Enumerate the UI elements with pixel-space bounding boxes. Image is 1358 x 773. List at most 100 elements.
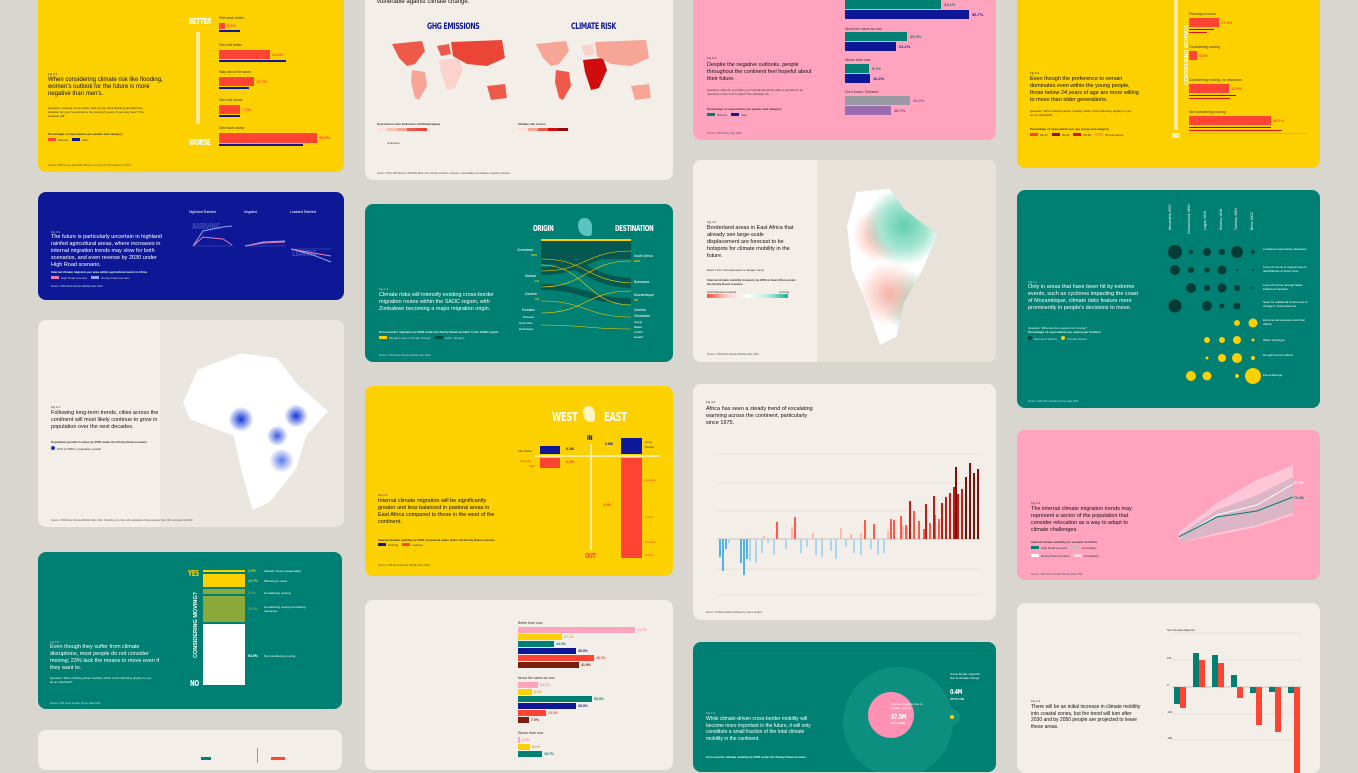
in-out-arrow xyxy=(590,444,592,550)
legend-title-ghg: Greenhouse Gas Emissions (tCO2eq/capita) xyxy=(377,122,440,126)
source-text: Source: IOM Africa Climate Mobility Atla… xyxy=(707,353,759,356)
card-hopeful-future[interactable]: Fig 6.3 Despite the negative outlooks, p… xyxy=(693,0,996,140)
sankey-flows xyxy=(541,241,631,330)
source-text: Source: IOM Cities Studies Survey data 2… xyxy=(50,702,101,705)
source-text: Source: IOM Survey data 2022. xyxy=(707,132,743,135)
card-title: The future is particularly uncertain in … xyxy=(51,234,162,268)
fig-number: Fig 3.2 xyxy=(707,220,717,224)
card-title: The internal climate migration trends ma… xyxy=(1031,506,1132,533)
stacked-bar xyxy=(203,570,245,685)
legend: Migrants due to climate change Other mig… xyxy=(379,336,465,340)
legend: Arriving Leaving xyxy=(378,543,423,547)
legend: Women Men xyxy=(707,113,747,117)
coastal-bar-chart xyxy=(1172,632,1302,773)
subtitle: Cross-border migration by 2050 under the… xyxy=(379,330,499,334)
subtitle: Internal climate migrants per area withi… xyxy=(51,270,148,274)
source-text: Source: IOM Africa Climate Mobility Atla… xyxy=(378,564,430,567)
divider-line xyxy=(535,455,660,457)
ghg-world-map xyxy=(392,40,507,100)
climate-risk-world-map xyxy=(536,40,651,100)
internal-migrants-circle xyxy=(868,692,914,738)
legend: Women Men xyxy=(48,138,88,142)
destination-label: DESTINATION xyxy=(615,224,654,233)
fig-number: Fig 4.2 xyxy=(1031,501,1041,505)
card-title: Following long-term trends, cities acros… xyxy=(51,410,159,430)
fig-number: Fig 2.3 xyxy=(378,493,388,497)
source-text: Source: IOM Africa Climate Mobility Atla… xyxy=(51,519,194,522)
legend: High Road scenario Rocky Road scenario xyxy=(51,276,130,280)
subtitle: Internal climate mobility per scenario i… xyxy=(1031,540,1097,544)
card-coastal[interactable]: Fig 2.4 There will be an initial increas… xyxy=(1017,603,1320,773)
card-better-bars[interactable]: Better than now 72.7% 27.1% 24.0% 35.0% … xyxy=(365,600,673,770)
axis-bottom-label: NO xyxy=(1172,132,1180,140)
note-text: Each 1 km² cell represents a refugee cam… xyxy=(707,268,765,272)
subtitle: Internal climate mobility by 2050 in pas… xyxy=(378,538,495,542)
partial-chart-marker xyxy=(201,757,211,760)
cross-border-marker xyxy=(950,715,954,719)
map-title-ghg: GHG EMISSIONS xyxy=(427,22,480,32)
card-bubbles[interactable]: Fig 1.3 While climate-driven cross-borde… xyxy=(693,642,996,772)
fig-number: Fig 1.1 xyxy=(1028,280,1038,284)
trend-line-chart xyxy=(1178,465,1294,543)
axis-label: CONSIDERING MOVING? xyxy=(193,591,200,659)
legend-title: Internal climate mobility hotspots by 20… xyxy=(707,278,796,286)
card-warming[interactable]: Fig 4.6 Africa has seen a steady trend o… xyxy=(693,384,996,620)
card-title: Even though the preference to remain dom… xyxy=(1030,76,1139,103)
legend-risk-scale xyxy=(518,128,568,131)
card-ghg-maps[interactable]: vulnerable against climate change. GHG E… xyxy=(365,0,673,180)
fig-number: Fig 5.4 xyxy=(1030,71,1040,75)
legend-diverging-scale xyxy=(707,294,788,298)
card-title: Borderland areas in East Africa that alr… xyxy=(707,225,794,259)
warming-bar-chart xyxy=(717,453,980,596)
card-cities[interactable]: Fig 2.1 Following long-term trends, citi… xyxy=(38,320,344,527)
source-text: Source: IOM Survey data 2022. Based on s… xyxy=(48,164,132,167)
card-partial-bottom[interactable] xyxy=(38,730,342,770)
out-label: OUT xyxy=(585,552,596,560)
west-label: WEST xyxy=(552,410,578,424)
fig-number: Fig 2.4 xyxy=(1031,699,1041,703)
axis-bottom-label: WORSE xyxy=(189,138,211,147)
question-text: Question: When thinking about mobility, … xyxy=(1030,109,1132,117)
card-mozambique[interactable]: Fig 1.1 Only in areas that have been hit… xyxy=(1017,190,1320,408)
question-text: Question: How do you think your househol… xyxy=(707,88,803,96)
card-title: Despite the negative outlooks, people th… xyxy=(707,62,812,82)
africa-icon xyxy=(583,406,595,422)
card-title: Climate risks will intensify existing cr… xyxy=(379,292,494,312)
card-highland[interactable]: Fig 3.3 The future is particularly uncer… xyxy=(38,192,344,300)
legend-title: Percentage of respondents per age group … xyxy=(1030,127,1110,131)
axis-bottom-label: LEAVING xyxy=(292,249,317,258)
axis-top-label: ARRIVING xyxy=(192,222,220,231)
highland-line-chart xyxy=(192,225,332,263)
flow-top-bar xyxy=(541,239,631,241)
fig-number: Fig 6.3 xyxy=(707,56,717,60)
card-borderland[interactable]: Fig 3.2 Borderland areas in East Africa … xyxy=(693,160,996,362)
card-considering[interactable]: Fig 5.5 Even though they suffer from cli… xyxy=(38,552,342,709)
legend: Economic factors Climate factors xyxy=(1028,336,1087,341)
subtitle: Percentage of respondents per reason per… xyxy=(1028,330,1101,334)
card-women-outlook[interactable]: Fig 6.1 When considering climate risk li… xyxy=(38,0,344,172)
card-youth-moving[interactable]: Fig 5.4 Even though the preference to re… xyxy=(1017,0,1320,168)
legend-title: Population growth in cities by 2050 unde… xyxy=(51,440,148,444)
card-title: Internal climate migration will be signi… xyxy=(378,498,495,525)
card-sadc-flows[interactable]: Fig 2.2 Climate risks will intensify exi… xyxy=(365,204,673,362)
fig-number: Fig 5.5 xyxy=(50,640,60,644)
fig-number: Fig 2.1 xyxy=(51,405,61,409)
legend-title-risk: Climate risk scores xyxy=(518,122,546,126)
fig-number: Fig 2.2 xyxy=(379,287,389,291)
source-text: Source: NASA Goddard Institute for Space… xyxy=(706,611,763,614)
africa-icon xyxy=(578,218,592,236)
legend-title: Percentage of respondents per gender and… xyxy=(48,132,123,136)
bubble-matrix xyxy=(1168,245,1261,384)
source-text: Source: IOM Africa Climate Mobility Atla… xyxy=(51,285,103,288)
question-text: Question: What are the reasons for movin… xyxy=(1028,326,1087,330)
map-title-risk: CLIMATE RISK xyxy=(571,22,616,32)
card-title: Only in areas that have been hit by extr… xyxy=(1028,284,1139,311)
card-west-east[interactable]: Fig 2.3 Internal climate migration will … xyxy=(365,386,673,576)
fig-number: Fig 4.6 xyxy=(706,400,716,404)
axis-bottom-label: NO xyxy=(190,679,199,688)
source-text: Source: IOM Cities Studies Survey data 2… xyxy=(1028,400,1079,403)
fig-number: Fig 1.3 xyxy=(706,711,716,715)
legend-unknown: Unknown xyxy=(387,141,400,145)
card-trends[interactable]: Fig 4.2 The internal climate migration t… xyxy=(1017,430,1320,580)
legend: High Road scenario Uncertainty Rocky Roa… xyxy=(1031,546,1111,558)
